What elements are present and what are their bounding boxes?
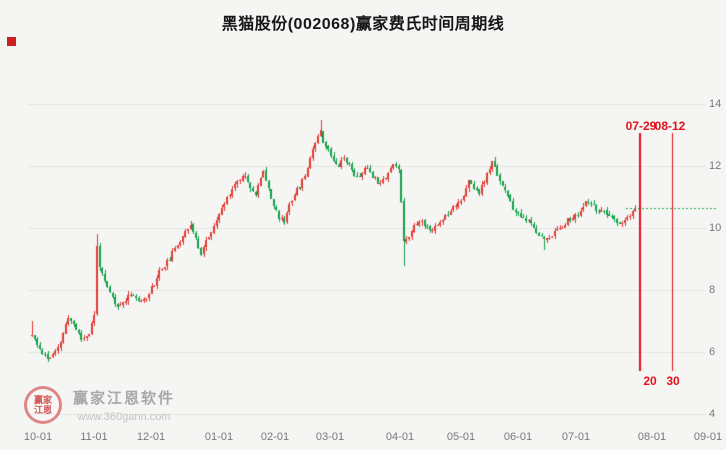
x-axis-tick-label: 02-01	[260, 431, 290, 443]
cycle-line-count-label-2: 30	[666, 374, 680, 388]
x-axis-tick-label: 08-01	[637, 431, 667, 443]
page-title: 黑猫股份(002068)赢家费氏时间周期线	[221, 16, 505, 33]
x-axis-tick-label: 09-01	[693, 431, 723, 443]
cycle-line-date-label-2: 08-12	[654, 119, 686, 133]
x-axis-tick-label: 11-01	[80, 431, 108, 443]
gann-seal-logo-icon: 赢家 江恩	[24, 386, 62, 424]
y-axis-tick-label: 10	[709, 222, 722, 234]
watermark-site-url: www.360gann.com	[77, 411, 171, 423]
y-axis-tick-label: 8	[709, 284, 716, 296]
x-axis-tick-label: 10-01	[23, 431, 53, 443]
cycle-line-count-label-1: 20	[643, 374, 657, 388]
y-axis-tick-label: 6	[709, 346, 716, 358]
red-corner-marker	[7, 37, 16, 46]
y-axis-tick-label: 4	[709, 408, 716, 420]
logo-text-top: 赢家	[33, 395, 52, 405]
x-axis-tick-label: 01-01	[204, 431, 234, 443]
x-axis-tick-label: 07-01	[561, 431, 591, 443]
x-axis-tick-label: 03-01	[315, 431, 345, 443]
y-axis-tick-label: 12	[709, 160, 722, 172]
watermark: 赢家 江恩 赢家江恩软件 www.360gann.com	[24, 386, 175, 424]
y-axis-tick-label: 14	[709, 98, 722, 110]
watermark-brand-text: 赢家江恩软件	[73, 390, 176, 407]
x-axis-tick-label: 12-01	[136, 431, 166, 443]
cycle-line-date-label-1: 07-29	[625, 119, 657, 133]
logo-text-bottom: 江恩	[33, 405, 52, 415]
x-axis-tick-label: 06-01	[503, 431, 533, 443]
x-axis-tick-label: 05-01	[446, 431, 476, 443]
x-axis-tick-label: 04-01	[385, 431, 415, 443]
